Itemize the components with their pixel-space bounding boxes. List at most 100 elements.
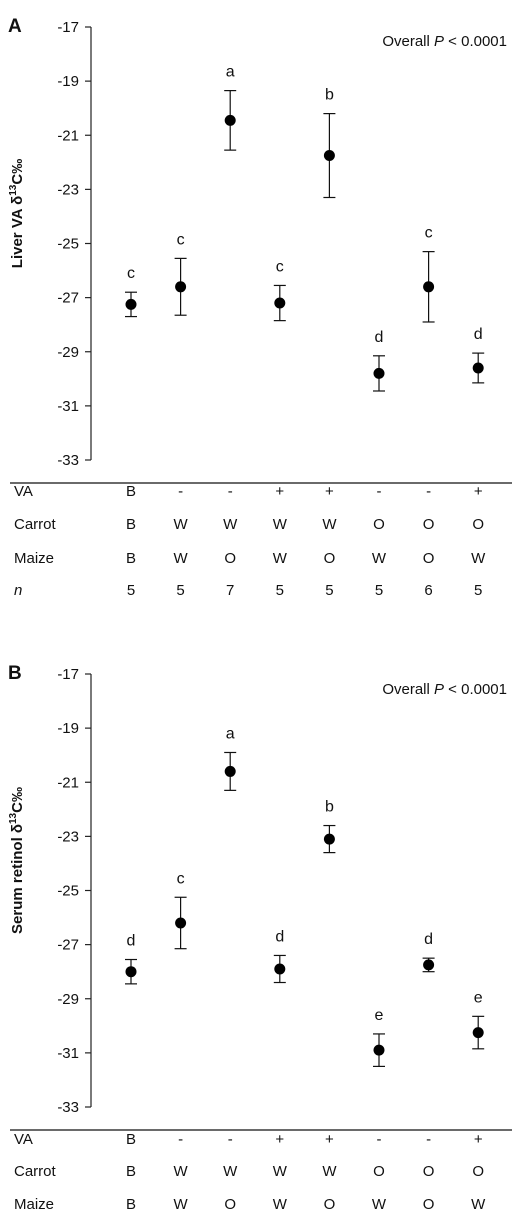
data-point [125,298,137,310]
y-tick-label: -33 [57,452,79,469]
y-tick-label: -25 [57,883,79,900]
table-cell: O [373,516,385,533]
table-row-label: VA [14,483,33,500]
table-cell: 5 [127,582,135,599]
significance-letter: c [276,258,284,275]
table-cell: - [377,1131,382,1148]
significance-letter: e [474,989,483,1006]
y-tick-label: -31 [57,1045,79,1062]
y-tick-label: -17 [57,19,79,36]
table-cell: W [372,1196,387,1213]
table-cell: O [423,550,435,567]
y-axis-label: Serum retinol δ13C‰ [8,787,26,934]
table-cell: O [224,550,236,567]
table-row-label: Carrot [14,1163,57,1180]
y-tick-label: -19 [57,73,79,90]
significance-letter: e [375,1007,384,1024]
table-cell: B [126,483,136,500]
y-axis-label: Liver VA δ13C‰ [8,159,26,268]
significance-letter: c [177,231,185,248]
y-tick-label: -23 [57,828,79,845]
table-cell: 5 [474,582,482,599]
data-point [125,966,137,978]
table-cell: B [126,1163,136,1180]
table-cell: B [126,1196,136,1213]
table-cell: O [324,1196,336,1213]
table-cell: W [322,516,337,533]
table-cell: W [273,516,288,533]
table-cell: W [174,550,189,567]
data-point [224,765,236,777]
significance-letter: c [127,265,135,282]
data-point [472,362,484,374]
table-cell: 6 [424,582,432,599]
table-cell: + [474,483,483,500]
significance-letter: c [425,225,433,242]
table-cell: O [423,1163,435,1180]
table-cell: - [228,483,233,500]
data-point [423,959,435,971]
y-tick-label: -21 [57,774,79,791]
significance-letter: d [474,326,483,343]
table-cell: - [426,483,431,500]
table-row-label: Maize [14,1196,54,1213]
table-cell: W [273,1163,288,1180]
significance-letter: b [325,799,334,816]
table-cell: - [178,483,183,500]
table-cell: + [275,1131,284,1148]
data-point [175,281,187,293]
table-cell: W [322,1163,337,1180]
significance-letter: c [177,870,185,887]
table-cell: B [126,550,136,567]
data-point [472,1027,484,1039]
significance-letter: d [127,933,136,950]
p-value-annotation: Overall P < 0.0001 [382,33,507,50]
data-point [274,297,286,309]
table-row-label: Maize [14,550,54,567]
table-cell: W [174,1196,189,1213]
table-cell: O [324,550,336,567]
data-point [373,1044,385,1056]
y-tick-label: -23 [57,181,79,198]
y-tick-label: -21 [57,127,79,144]
table-cell: + [325,483,334,500]
significance-letter: d [275,928,284,945]
y-tick-label: -33 [57,1099,79,1116]
table-row-label: Carrot [14,516,57,533]
table-cell: W [223,516,238,533]
significance-letter: a [226,725,235,742]
y-tick-label: -27 [57,290,79,307]
panel-letter: B [8,663,22,684]
table-cell: W [223,1163,238,1180]
significance-letter: a [226,64,235,81]
data-point [175,917,187,929]
table-cell: O [423,516,435,533]
table-row-label: n [14,582,22,599]
y-tick-label: -29 [57,991,79,1008]
table-cell: B [126,1131,136,1148]
table-cell: 5 [325,582,333,599]
table-cell: O [373,1163,385,1180]
data-point [323,833,335,845]
table-cell: W [174,516,189,533]
table-cell: W [174,1163,189,1180]
table-cell: O [224,1196,236,1213]
table-cell: B [126,516,136,533]
y-tick-label: -27 [57,937,79,954]
table-cell: 5 [176,582,184,599]
significance-letter: d [424,931,433,948]
y-tick-label: -25 [57,236,79,253]
y-tick-label: -19 [57,720,79,737]
panel-b: B -17 -19 -21 -23 -25 -27 -29 -31 -33 Serum retino… [8,663,512,1213]
p-value-annotation: Overall P < 0.0001 [382,681,507,698]
data-point [423,281,435,293]
table-cell: W [471,550,486,567]
table-cell: + [325,1131,334,1148]
table-cell: + [275,483,284,500]
panel-letter: A [8,16,22,37]
table-cell: - [178,1131,183,1148]
table-cell: - [228,1131,233,1148]
significance-letter: d [375,329,384,346]
y-tick-label: -17 [57,666,79,683]
